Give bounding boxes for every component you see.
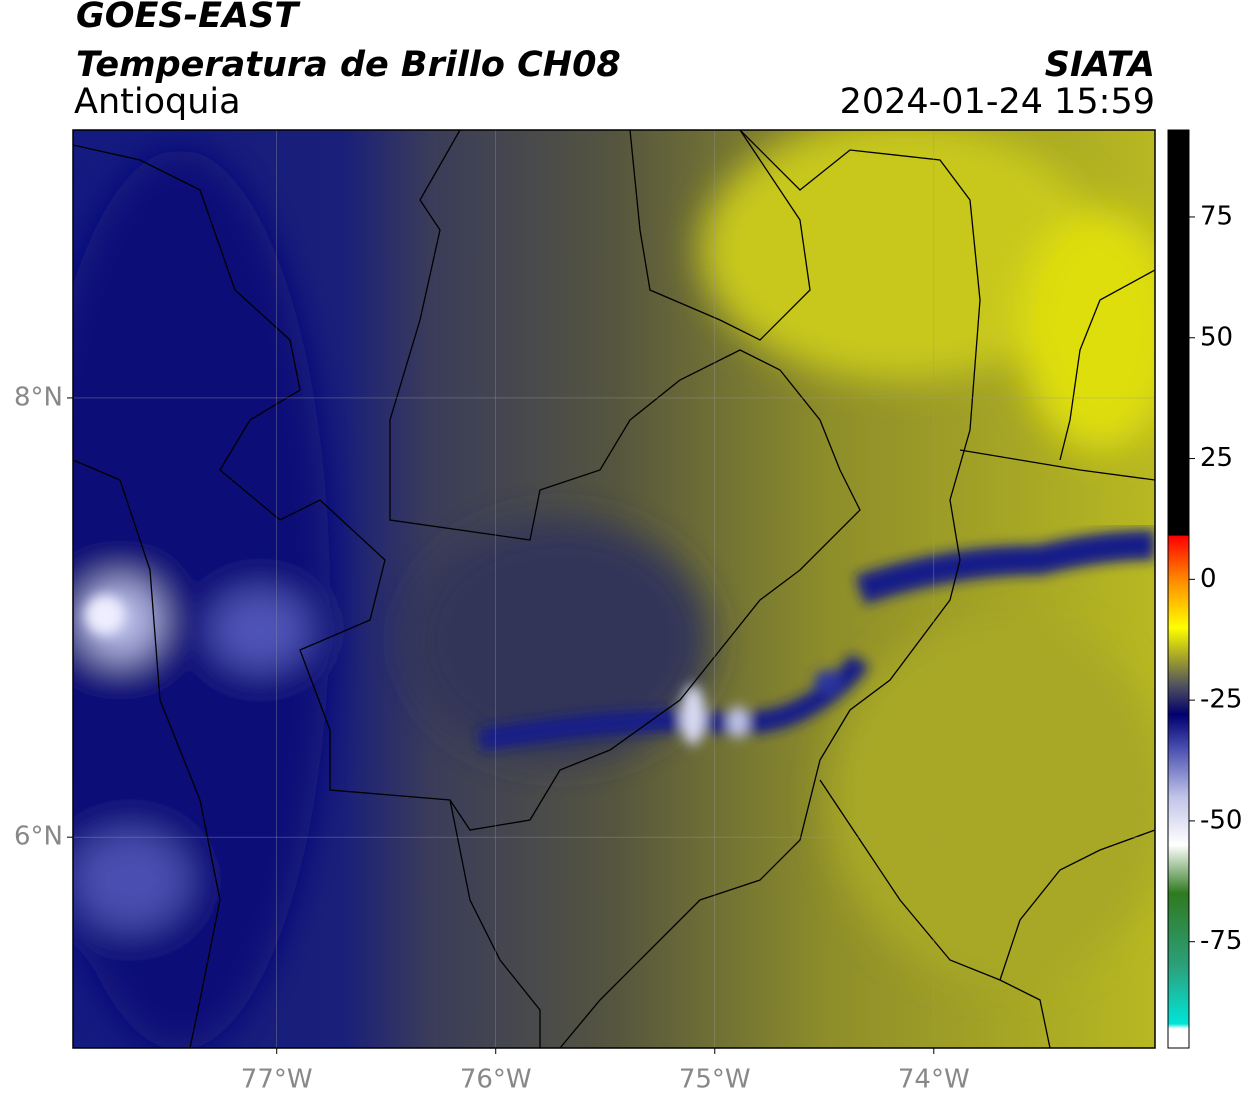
lon-label: 77°W bbox=[241, 1065, 313, 1095]
title: GOES-EAST bbox=[76, 0, 301, 36]
subtitle: Temperatura de Brillo CH08 bbox=[76, 45, 621, 85]
colorbar-label: 50 bbox=[1200, 322, 1233, 352]
lon-label: 74°W bbox=[898, 1065, 970, 1095]
colorbar-label: -50 bbox=[1200, 805, 1242, 835]
map-frame bbox=[72, 129, 1156, 1049]
lat-label: 6°N bbox=[14, 822, 63, 852]
colorbar-label: 75 bbox=[1200, 201, 1233, 231]
colorbar-label: -75 bbox=[1200, 926, 1242, 956]
region: Antioquia bbox=[74, 82, 241, 122]
colorbar-label: 25 bbox=[1200, 443, 1233, 473]
colorbar-label: -25 bbox=[1200, 685, 1242, 715]
lon-label: 75°W bbox=[679, 1065, 751, 1095]
graticule bbox=[73, 130, 1155, 1048]
colorbar-label: 0 bbox=[1200, 564, 1217, 594]
map-image bbox=[73, 130, 1155, 1048]
source: SIATA bbox=[1045, 45, 1155, 85]
colorbar bbox=[1167, 129, 1190, 1049]
lat-label: 8°N bbox=[14, 382, 63, 412]
datetime: 2024-01-24 15:59 bbox=[840, 82, 1155, 122]
lon-label: 76°W bbox=[460, 1065, 532, 1095]
